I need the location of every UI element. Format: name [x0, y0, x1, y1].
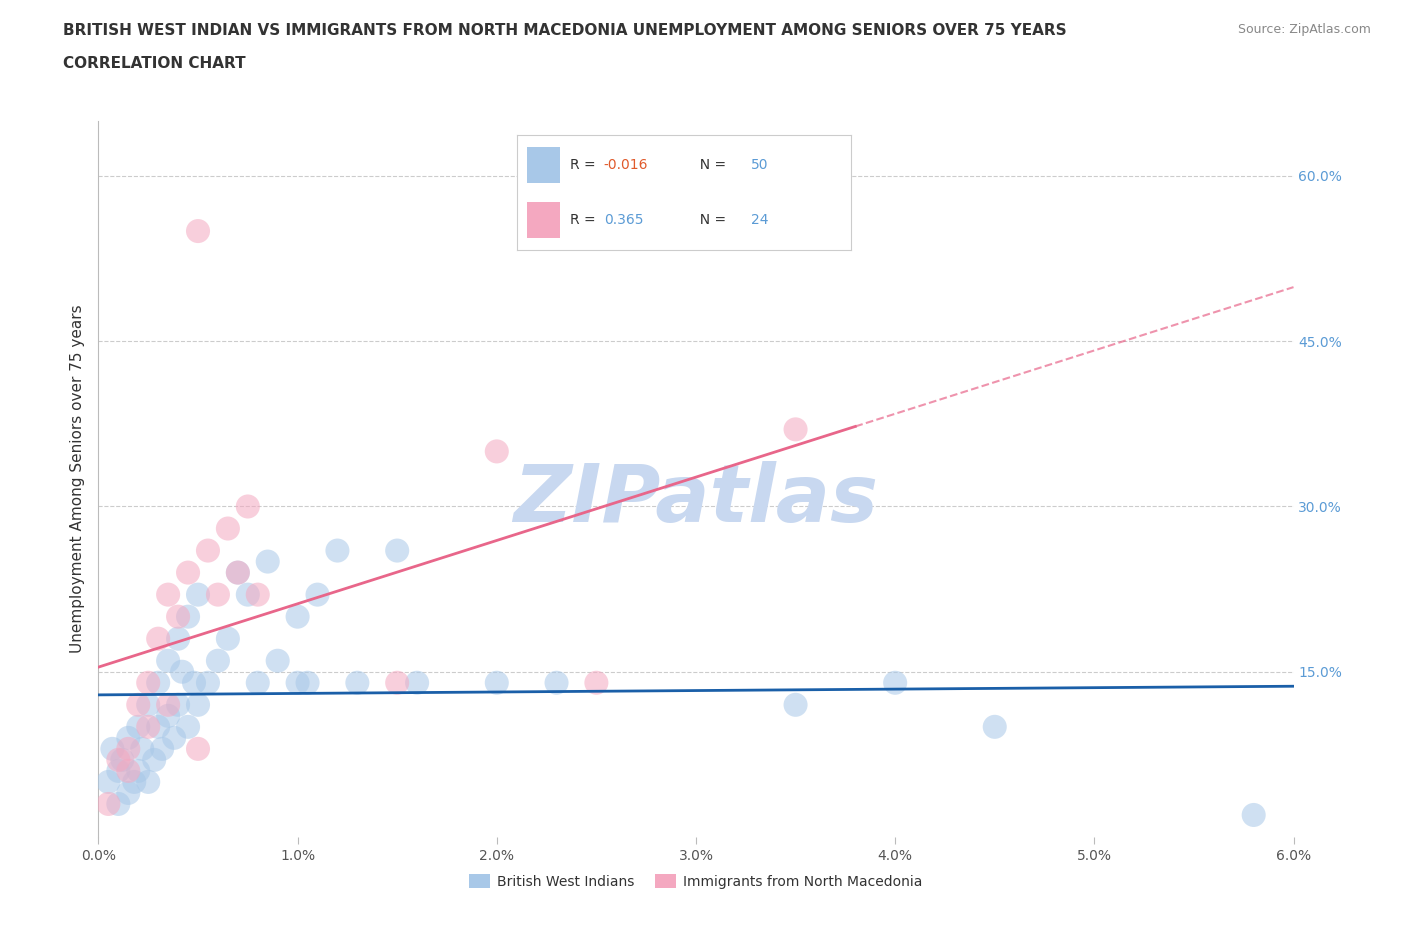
- Point: [197, 675, 219, 690]
- Y-axis label: Unemployment Among Seniors over 75 years: Unemployment Among Seniors over 75 years: [69, 305, 84, 653]
- Point: [157, 587, 180, 602]
- Point: [101, 741, 124, 756]
- Point: [111, 752, 134, 767]
- Point: [148, 720, 170, 735]
- Point: [148, 675, 170, 690]
- Point: [117, 786, 139, 801]
- Point: [385, 543, 409, 558]
- Point: [246, 587, 269, 602]
- Point: [187, 223, 209, 238]
- Point: [197, 543, 219, 558]
- Point: [246, 675, 269, 690]
- Text: Source: ZipAtlas.com: Source: ZipAtlas.com: [1237, 23, 1371, 36]
- Point: [107, 752, 129, 767]
- Point: [217, 631, 239, 646]
- Point: [326, 543, 349, 558]
- Point: [226, 565, 249, 580]
- Text: ZIPatlas: ZIPatlas: [513, 461, 879, 539]
- Point: [167, 631, 190, 646]
- Point: [136, 698, 159, 712]
- Point: [236, 499, 259, 514]
- Point: [136, 775, 159, 790]
- Point: [97, 796, 120, 811]
- Point: [117, 730, 139, 745]
- Point: [297, 675, 319, 690]
- Point: [226, 565, 249, 580]
- Point: [287, 675, 309, 690]
- Point: [187, 741, 209, 756]
- Point: [157, 653, 180, 668]
- Point: [207, 587, 229, 602]
- Point: [172, 664, 194, 679]
- Point: [136, 720, 159, 735]
- Point: [177, 720, 200, 735]
- Legend: British West Indians, Immigrants from North Macedonia: British West Indians, Immigrants from No…: [464, 869, 928, 895]
- Point: [127, 720, 149, 735]
- Point: [785, 422, 807, 437]
- Point: [131, 741, 153, 756]
- Point: [485, 444, 508, 458]
- Point: [148, 631, 170, 646]
- Point: [183, 675, 205, 690]
- Point: [177, 609, 200, 624]
- Point: [546, 675, 568, 690]
- Point: [107, 796, 129, 811]
- Point: [117, 764, 139, 778]
- Point: [346, 675, 368, 690]
- Text: CORRELATION CHART: CORRELATION CHART: [63, 56, 246, 71]
- Text: BRITISH WEST INDIAN VS IMMIGRANTS FROM NORTH MACEDONIA UNEMPLOYMENT AMONG SENIOR: BRITISH WEST INDIAN VS IMMIGRANTS FROM N…: [63, 23, 1067, 38]
- Point: [163, 730, 186, 745]
- Point: [207, 653, 229, 668]
- Point: [187, 698, 209, 712]
- Point: [150, 741, 173, 756]
- Point: [485, 675, 508, 690]
- Point: [124, 775, 146, 790]
- Point: [157, 698, 180, 712]
- Point: [884, 675, 907, 690]
- Point: [385, 675, 409, 690]
- Point: [97, 775, 120, 790]
- Point: [1243, 807, 1265, 822]
- Point: [167, 698, 190, 712]
- Point: [287, 609, 309, 624]
- Point: [117, 741, 139, 756]
- Point: [127, 698, 149, 712]
- Point: [167, 609, 190, 624]
- Point: [267, 653, 290, 668]
- Point: [157, 709, 180, 724]
- Point: [984, 720, 1007, 735]
- Point: [127, 764, 149, 778]
- Point: [785, 698, 807, 712]
- Point: [217, 521, 239, 536]
- Point: [107, 764, 129, 778]
- Point: [187, 587, 209, 602]
- Point: [236, 587, 259, 602]
- Point: [585, 675, 607, 690]
- Point: [256, 554, 278, 569]
- Point: [307, 587, 329, 602]
- Point: [406, 675, 429, 690]
- Point: [143, 752, 166, 767]
- Point: [177, 565, 200, 580]
- Point: [136, 675, 159, 690]
